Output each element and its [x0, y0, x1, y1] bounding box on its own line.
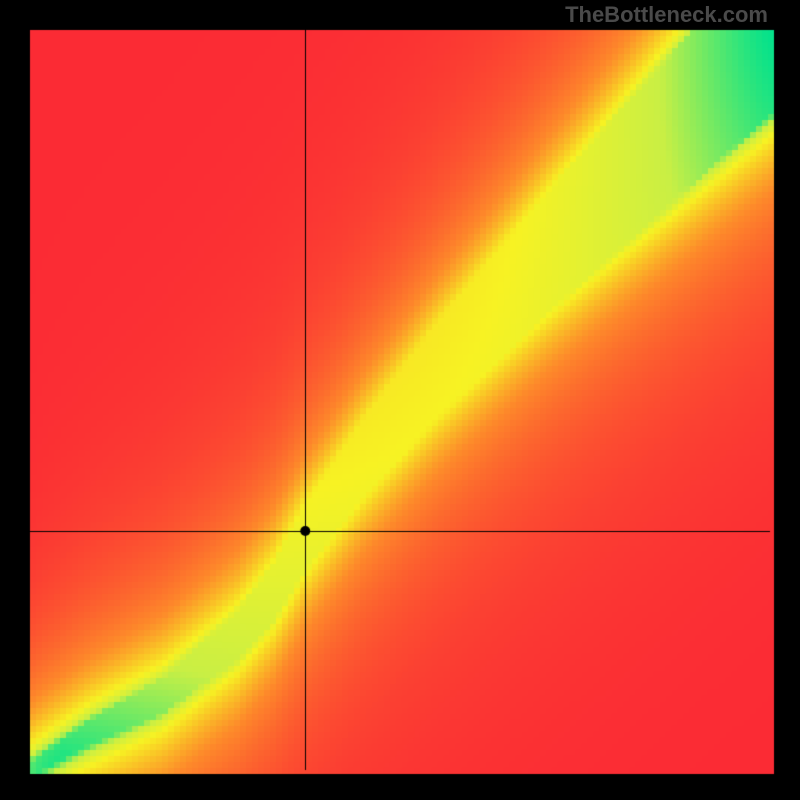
- watermark-text: TheBottleneck.com: [565, 2, 768, 28]
- chart-container: TheBottleneck.com: [0, 0, 800, 800]
- bottleneck-heatmap: [0, 0, 800, 800]
